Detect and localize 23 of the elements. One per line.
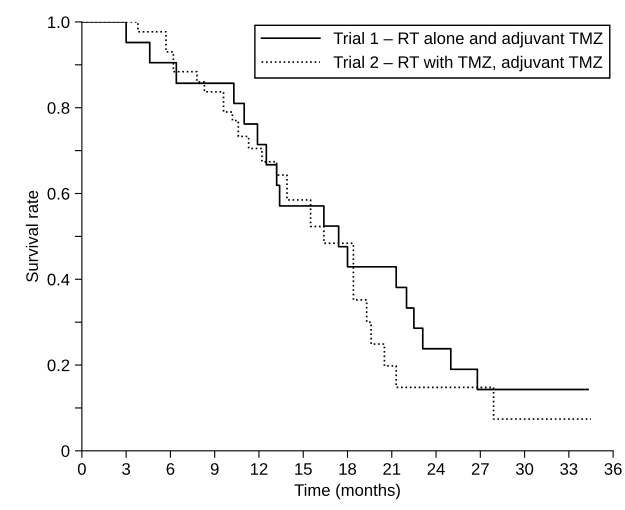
y-tick-label: 0.4 (48, 274, 70, 286)
x-tick-label: 3 (122, 463, 130, 475)
x-axis-title: Time (months) (294, 484, 400, 500)
x-tick-label: 15 (295, 463, 312, 475)
y-axis-title: Survival rate (26, 190, 38, 282)
legend-label: Trial 2 – RT with TMZ, adjuvant TMZ (334, 56, 602, 72)
x-tick-label: 27 (472, 463, 489, 475)
x-tick-label: 30 (516, 463, 534, 475)
x-tick-label: 12 (250, 463, 268, 475)
y-tick-label: 0.8 (48, 102, 70, 114)
y-tick-label: 0.2 (48, 359, 70, 372)
x-tick-label: 24 (428, 463, 445, 475)
x-tick-label: 36 (604, 463, 622, 475)
x-tick-label: 6 (166, 463, 174, 475)
x-tick-label: 33 (560, 463, 578, 475)
legend-label: Trial 1 – RT alone and adjuvant TMZ (334, 32, 603, 48)
x-tick-label: 21 (383, 463, 400, 475)
y-tick-label: 0.6 (48, 188, 70, 200)
x-tick-label: 9 (210, 463, 219, 475)
y-tick-label: 0 (61, 445, 70, 458)
y-tick-label: 1.0 (48, 16, 70, 28)
x-tick-label: 0 (78, 463, 86, 475)
x-tick-label: 18 (340, 463, 356, 475)
